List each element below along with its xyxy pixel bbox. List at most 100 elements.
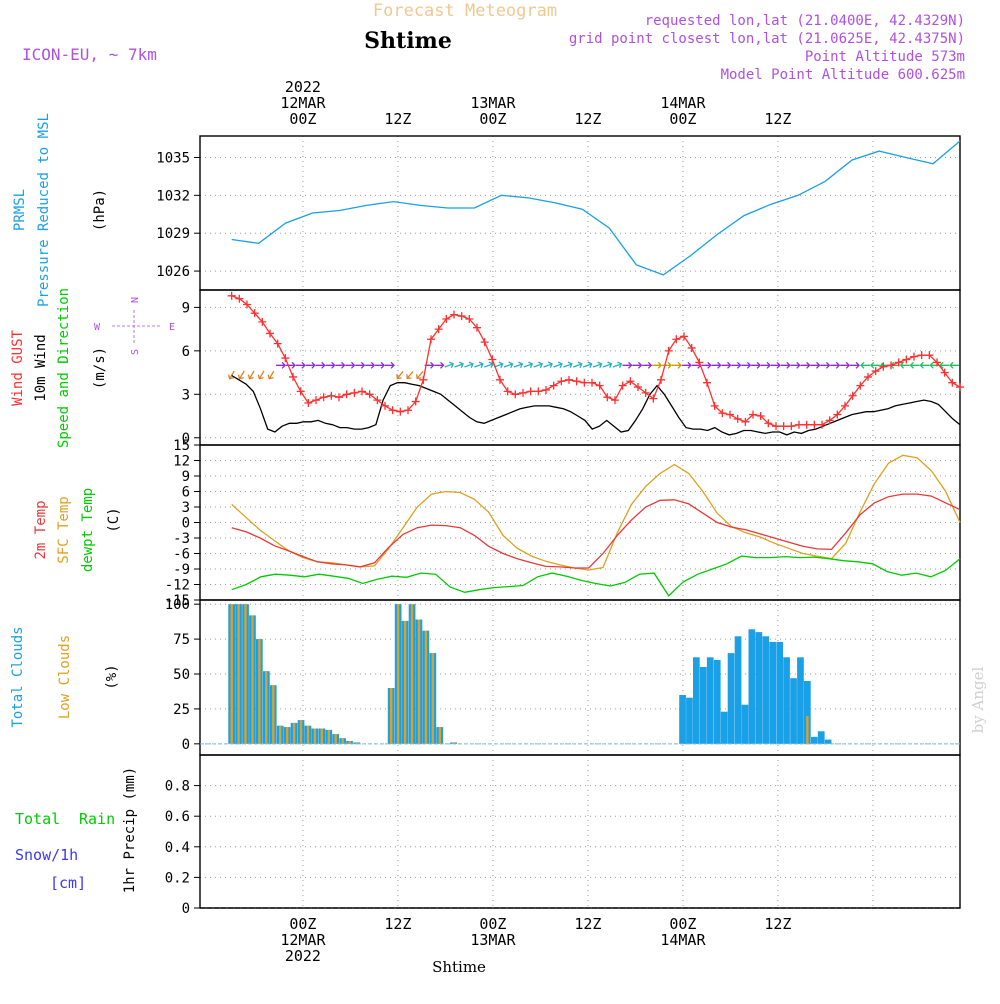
wind-arrow-shape [237, 370, 245, 380]
wind-arrow [632, 361, 643, 369]
wind-arrow [672, 361, 682, 369]
wind-arrow [315, 361, 326, 369]
pressure-series-line [231, 140, 961, 276]
top-axis-label: 14MAR [660, 94, 706, 112]
wind-arrow-shape [295, 361, 306, 369]
low-cloud-bar [279, 725, 282, 744]
gust-marker [327, 391, 336, 400]
wind-arrow-shape [672, 361, 682, 369]
gust-marker [258, 317, 267, 326]
y-tick-label: 0 [182, 901, 190, 917]
y-tick-label: 0 [182, 737, 190, 753]
wind-arrow-shape [513, 361, 524, 369]
gust-marker [726, 410, 734, 419]
model-altitude: Model Point Altitude 600.625m [721, 67, 965, 83]
gust-marker [381, 401, 389, 410]
wind-arrow-shape [850, 361, 861, 369]
temp-label-dewpt: dewpt Temp [80, 488, 96, 572]
wind-arrow [416, 371, 424, 380]
wind-arrow-shape [830, 361, 841, 369]
gust-marker [488, 355, 497, 364]
top-axis-label: 12MAR [280, 94, 326, 112]
low-cloud-bar [272, 685, 275, 744]
low-cloud-bar [390, 688, 393, 744]
gust-marker [365, 390, 374, 399]
wind-arrow-shape [444, 361, 455, 369]
wind-arrow-shape [929, 361, 940, 369]
wind-arrow [899, 361, 910, 369]
wind-arrow-shape [860, 361, 870, 369]
wind-arrow [721, 361, 732, 369]
wind-arrow-shape [396, 371, 404, 380]
gust-marker [289, 372, 297, 381]
gust-marker [749, 410, 757, 419]
low-cloud-bar [334, 734, 337, 744]
total-cloud-bar [783, 657, 790, 744]
wind-arrow-shape [602, 361, 613, 369]
wind-arrow-shape [503, 361, 514, 369]
compass-n: N [130, 297, 141, 303]
gust-marker [634, 383, 642, 392]
compass-s: S [130, 349, 141, 355]
low-cloud-bar [320, 728, 323, 744]
wind-arrow [474, 361, 484, 369]
wind-arrow-shape [305, 361, 316, 369]
wind-gust-line [231, 295, 961, 427]
total-cloud-bar [824, 739, 832, 744]
total-cloud-bar [762, 636, 770, 744]
total-cloud-bar [755, 632, 763, 744]
total-cloud-bar [741, 704, 749, 744]
y-tick-label: 1035 [156, 150, 190, 166]
total-cloud-bar [700, 667, 707, 744]
wind-arrow [375, 361, 386, 369]
top-axis-label: 12Z [764, 110, 791, 128]
wind-y-axis: 0 3 6 9 [182, 300, 200, 447]
wind-arrow-shape [919, 361, 930, 369]
station-name: Shtime [364, 28, 452, 54]
total-cloud-bar [797, 657, 804, 744]
cloud-unit: (%) [104, 664, 120, 689]
wind-arrow-shape [731, 361, 742, 369]
wind-arrow-shape [761, 361, 771, 369]
requested-coords: requested lon,lat (21.0400E, 42.4329N) [645, 13, 965, 29]
gust-marker [480, 338, 489, 347]
wind-arrow [592, 361, 603, 369]
wind-arrow [810, 361, 821, 369]
wind-arrow-shape [227, 370, 235, 380]
wind-arrow [761, 361, 771, 369]
wind-arrow [711, 361, 722, 369]
wind-arrow-shape [286, 361, 296, 369]
wind-arrow-shape [701, 361, 712, 369]
wind-arrow [563, 361, 573, 369]
temp-label-2m: 2m Temp [33, 500, 49, 559]
gust-marker [841, 401, 849, 410]
gust-marker [756, 412, 765, 421]
low-cloud-bar [452, 742, 455, 744]
temp-unit: (C) [106, 507, 122, 532]
precip-y-axis: 0 0.2 0.4 0.6 0.8 [165, 779, 200, 917]
gust-marker [894, 358, 903, 367]
wind-arrow [543, 361, 553, 369]
pressure-y-axis: 1026 1029 1032 1035 [156, 150, 200, 280]
wind-arrow [860, 361, 870, 369]
wind-arrow [237, 370, 245, 380]
wind-arrow-shape [474, 361, 484, 369]
gust-marker [511, 390, 520, 399]
wind-arrow-shape [939, 361, 950, 369]
gust-marker [879, 362, 888, 371]
bottom-axis-label: 12Z [574, 915, 601, 933]
gust-marker [864, 372, 872, 381]
wind-arrow-shape [325, 361, 336, 369]
y-tick-label: 50 [173, 667, 190, 683]
y-tick-label: 15 [173, 438, 190, 454]
gust-marker [557, 377, 566, 386]
wind-arrow-shape [406, 371, 414, 380]
gust-marker [281, 354, 290, 363]
gust-marker [657, 375, 665, 384]
wind-arrow [257, 370, 265, 380]
wind-speed-line [231, 374, 961, 436]
gust-marker [595, 381, 604, 390]
gust-marker [419, 375, 428, 384]
wind-arrow [523, 361, 534, 369]
gust-marker [802, 420, 811, 429]
